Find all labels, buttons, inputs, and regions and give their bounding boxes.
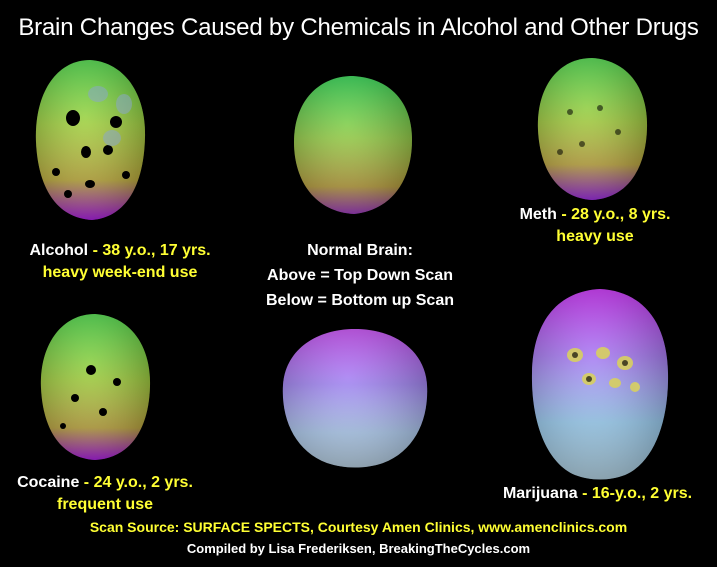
- cocaine-name: Cocaine: [17, 474, 80, 491]
- meth-detail: - 28 y.o., 8 yrs.: [561, 206, 671, 223]
- normal-brain-line3: Below = Bottom up Scan: [265, 292, 454, 309]
- marijuana-label: Marijuana - 16-y.o., 2 yrs.: [480, 483, 715, 505]
- normal-brain-bottom-scan: [282, 329, 428, 468]
- alcohol-name: Alcohol: [29, 242, 89, 259]
- meth-detail2: heavy use: [556, 228, 634, 245]
- alcohol-label: Alcohol - 38 y.o., 17 yrs. heavy week-en…: [5, 240, 235, 284]
- marijuana-detail: - 16-y.o., 2 yrs.: [582, 485, 693, 502]
- alcohol-detail: - 38 y.o., 17 yrs.: [92, 242, 211, 259]
- page-title: Brain Changes Caused by Chemicals in Alc…: [18, 14, 699, 41]
- meth-brain-scan: [537, 58, 648, 200]
- meth-label: Meth - 28 y.o., 8 yrs. heavy use: [490, 204, 700, 248]
- scan-source-credit: Scan Source: SURFACE SPECTS, Courtesy Am…: [89, 519, 628, 535]
- cocaine-brain-scan: [40, 314, 151, 460]
- marijuana-brain-scan: [531, 289, 669, 480]
- cocaine-label: Cocaine - 24 y.o., 2 yrs. frequent use: [0, 472, 210, 516]
- normal-brain-caption: Normal Brain: Above = Top Down Scan Belo…: [245, 238, 475, 313]
- normal-brain-top-scan: [294, 76, 412, 214]
- compiled-by-credit: Compiled by Lisa Frederiksen, BreakingTh…: [186, 541, 531, 556]
- cocaine-detail2: frequent use: [56, 496, 153, 513]
- meth-name: Meth: [519, 206, 557, 223]
- alcohol-detail2: heavy week-end use: [42, 264, 198, 281]
- normal-brain-line2: Above = Top Down Scan: [267, 267, 453, 284]
- marijuana-name: Marijuana: [502, 485, 578, 502]
- normal-brain-line1: Normal Brain:: [307, 242, 413, 259]
- alcohol-brain-scan: [35, 60, 146, 220]
- cocaine-detail: - 24 y.o., 2 yrs.: [83, 474, 193, 491]
